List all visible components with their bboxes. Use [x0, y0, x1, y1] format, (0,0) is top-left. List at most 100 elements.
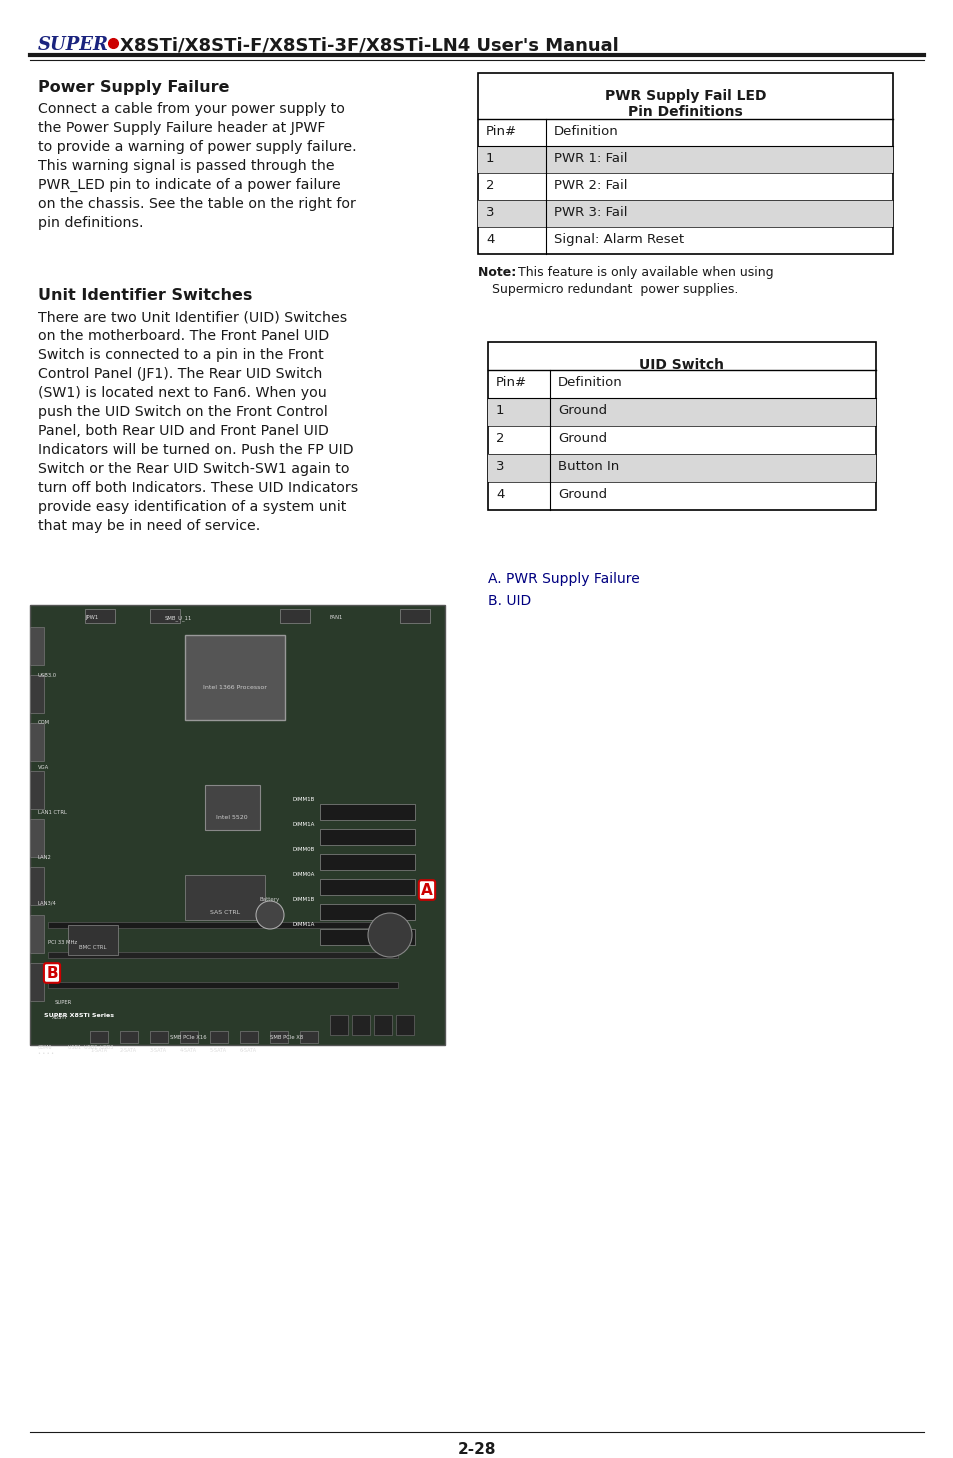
Bar	[68, 924, 118, 955]
Text: JPW1: JPW1	[85, 615, 98, 620]
Text: Switch or the Rear UID Switch-SW1 again to: Switch or the Rear UID Switch-SW1 again …	[38, 462, 349, 475]
Text: turn off both Indicators. These UID Indicators: turn off both Indicators. These UID Indi…	[38, 481, 358, 496]
Text: SMB PCIe X16: SMB PCIe X16	[170, 1035, 207, 1040]
Bar	[120, 1031, 138, 1042]
Bar	[240, 1031, 257, 1042]
Bar	[150, 1031, 168, 1042]
Text: Battery: Battery	[259, 897, 280, 903]
Bar	[488, 343, 875, 510]
Bar	[299, 1031, 317, 1042]
Bar	[30, 605, 444, 1045]
Bar	[477, 146, 892, 174]
Text: A: A	[420, 882, 433, 898]
Bar	[395, 1015, 414, 1035]
Bar	[319, 929, 415, 945]
Text: Power Supply Failure: Power Supply Failure	[38, 80, 230, 95]
Text: Definition: Definition	[554, 125, 618, 139]
Text: LAN3/4: LAN3/4	[38, 900, 57, 905]
Text: DIMM1B: DIMM1B	[293, 897, 314, 903]
Bar	[488, 453, 875, 483]
Text: 1: 1	[485, 152, 494, 165]
Text: push the UID Switch on the Front Control: push the UID Switch on the Front Control	[38, 405, 328, 418]
Text: 4: 4	[496, 488, 504, 502]
Text: pin definitions.: pin definitions.	[38, 216, 143, 230]
Text: to provide a warning of power supply failure.: to provide a warning of power supply fai…	[38, 140, 356, 155]
Text: SUPER: SUPER	[55, 1000, 72, 1005]
Text: provide easy identification of a system unit: provide easy identification of a system …	[38, 500, 346, 515]
Text: Pin#: Pin#	[496, 376, 527, 389]
Text: Indicators will be turned on. Push the FP UID: Indicators will be turned on. Push the F…	[38, 443, 354, 456]
Text: (SW1) is located next to Fan6. When you: (SW1) is located next to Fan6. When you	[38, 386, 327, 399]
Text: X8STi: X8STi	[52, 1015, 67, 1021]
Text: FAN1: FAN1	[330, 615, 343, 620]
Bar	[85, 609, 115, 623]
Text: 5-SATA: 5-SATA	[210, 1048, 227, 1053]
Bar	[477, 200, 892, 227]
Text: DIMM0B: DIMM0B	[293, 847, 314, 851]
Bar	[488, 398, 875, 426]
Text: This feature is only available when using: This feature is only available when usin…	[517, 265, 773, 278]
Bar	[48, 921, 397, 927]
Bar	[30, 868, 44, 905]
Bar	[319, 854, 415, 870]
Text: PWR 1: Fail: PWR 1: Fail	[554, 152, 627, 165]
Bar	[48, 952, 397, 958]
Bar	[30, 627, 44, 665]
Text: X8STi/X8STi-F/X8STi-3F/X8STi-LN4 User's Manual: X8STi/X8STi-F/X8STi-3F/X8STi-LN4 User's …	[120, 36, 618, 54]
Text: PWR 2: Fail: PWR 2: Fail	[554, 179, 627, 192]
Bar	[319, 803, 415, 819]
Text: 4: 4	[485, 233, 494, 246]
Bar	[180, 1031, 198, 1042]
Text: 2-SATA: 2-SATA	[120, 1048, 137, 1053]
Text: Signal: Alarm Reset: Signal: Alarm Reset	[554, 233, 683, 246]
Text: the Power Supply Failure header at JPWF: the Power Supply Failure header at JPWF	[38, 121, 325, 136]
Bar	[185, 875, 265, 920]
Bar	[319, 904, 415, 920]
Text: Pin Definitions: Pin Definitions	[627, 105, 742, 120]
Text: Intel 5520: Intel 5520	[216, 815, 248, 819]
Bar	[30, 723, 44, 761]
Bar	[280, 609, 310, 623]
Text: SMB PCIe X8: SMB PCIe X8	[270, 1035, 303, 1040]
Text: Note:: Note:	[477, 265, 520, 278]
Text: on the chassis. See the table on the right for: on the chassis. See the table on the rig…	[38, 197, 355, 211]
Text: 2-28: 2-28	[457, 1442, 496, 1457]
Text: Ground: Ground	[558, 432, 606, 445]
Text: 1-SATA: 1-SATA	[90, 1048, 107, 1053]
Text: VGA: VGA	[38, 765, 50, 770]
Text: Pin#: Pin#	[485, 125, 517, 139]
Text: PWR_LED pin to indicate of a power failure: PWR_LED pin to indicate of a power failu…	[38, 178, 340, 192]
Text: USB3.0: USB3.0	[38, 674, 57, 678]
Text: SUPER X8STi Series: SUPER X8STi Series	[44, 1013, 113, 1018]
Text: UID Switch: UID Switch	[639, 359, 723, 372]
Bar	[30, 675, 44, 713]
Text: LAN1 CTRL: LAN1 CTRL	[38, 811, 67, 815]
Text: Ground: Ground	[558, 404, 606, 417]
Text: Ground: Ground	[558, 488, 606, 502]
Text: SMB_U_11: SMB_U_11	[165, 615, 193, 621]
Text: B: B	[46, 965, 58, 980]
Text: Definition: Definition	[558, 376, 622, 389]
Bar	[185, 636, 285, 720]
Bar	[210, 1031, 228, 1042]
Text: that may be in need of service.: that may be in need of service.	[38, 519, 260, 534]
Text: 3: 3	[485, 206, 494, 219]
Circle shape	[368, 913, 412, 956]
Bar	[399, 609, 430, 623]
Text: 3-SATA: 3-SATA	[150, 1048, 167, 1053]
Text: Panel, both Rear UID and Front Panel UID: Panel, both Rear UID and Front Panel UID	[38, 424, 329, 437]
Text: USB1  USB2  USB3: USB1 USB2 USB3	[68, 1045, 113, 1050]
Text: DIMM1A: DIMM1A	[293, 921, 314, 927]
Text: Button In: Button In	[558, 461, 618, 472]
Text: Connect a cable from your power supply to: Connect a cable from your power supply t…	[38, 102, 345, 117]
Text: DIMM1A: DIMM1A	[293, 822, 314, 827]
Bar	[150, 609, 180, 623]
Text: 6-SATA: 6-SATA	[240, 1048, 257, 1053]
Text: Supermicro redundant  power supplies.: Supermicro redundant power supplies.	[492, 283, 738, 296]
Bar	[205, 784, 260, 830]
Text: DIMM0A: DIMM0A	[293, 872, 314, 878]
Bar	[90, 1031, 108, 1042]
Text: PWR Supply Fail LED: PWR Supply Fail LED	[604, 89, 765, 104]
Text: PWR 3: Fail: PWR 3: Fail	[554, 206, 627, 219]
Text: B. UID: B. UID	[488, 593, 531, 608]
